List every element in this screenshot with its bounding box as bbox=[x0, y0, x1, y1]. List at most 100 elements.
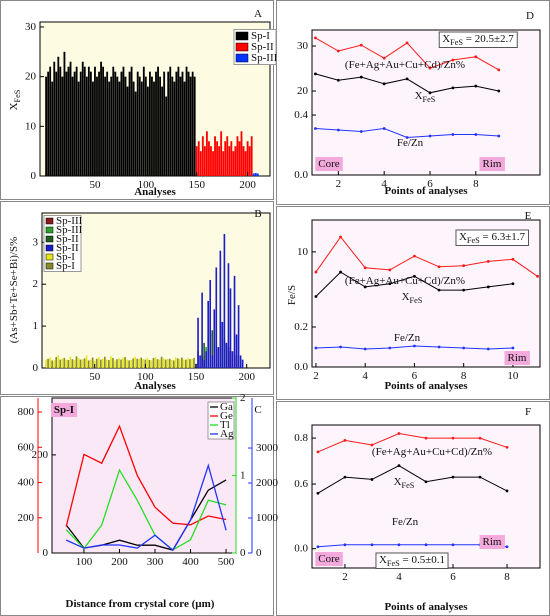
core-label: Core bbox=[318, 158, 340, 170]
bar bbox=[158, 359, 161, 368]
point bbox=[343, 475, 347, 479]
bar bbox=[166, 358, 169, 368]
series-line bbox=[315, 236, 538, 277]
y-tick-label: 0 bbox=[256, 547, 262, 559]
rim-label: Rim bbox=[508, 352, 527, 364]
bar bbox=[79, 71, 82, 176]
x-tick-label: 10 bbox=[507, 370, 519, 382]
panel-letter: A bbox=[254, 8, 262, 20]
x-tick-label: 8 bbox=[461, 370, 467, 382]
bar bbox=[185, 66, 188, 176]
point bbox=[382, 82, 386, 86]
point bbox=[474, 133, 478, 136]
bar bbox=[211, 330, 214, 368]
point bbox=[359, 130, 363, 133]
bar bbox=[130, 66, 133, 176]
point bbox=[505, 489, 509, 493]
bar bbox=[152, 357, 155, 368]
x-tick-label: 100 bbox=[76, 556, 93, 568]
x-tick-label: 6 bbox=[450, 571, 456, 583]
stat-label-part: FeS bbox=[467, 236, 480, 245]
point bbox=[343, 438, 347, 442]
plot-area bbox=[311, 29, 541, 176]
point bbox=[424, 543, 428, 547]
bar bbox=[224, 141, 227, 176]
x-axis-label: Points of analyses bbox=[384, 185, 468, 197]
panel-letter: D bbox=[526, 10, 534, 22]
rim-label: Rim bbox=[483, 536, 502, 548]
bar bbox=[91, 357, 94, 368]
series-label-part: Fe/Zn bbox=[392, 516, 419, 528]
bar bbox=[128, 71, 131, 176]
stat-label-part: FeS bbox=[450, 38, 463, 47]
point bbox=[451, 543, 455, 547]
point bbox=[397, 432, 401, 435]
point bbox=[486, 285, 490, 289]
x-tick-label: 6 bbox=[427, 178, 433, 190]
bar bbox=[210, 146, 212, 176]
point bbox=[424, 480, 428, 484]
series-label-part: (Fe+Ag+Au+Cu+Cd)/Zn% bbox=[345, 59, 465, 71]
legend-label: Ge bbox=[220, 410, 233, 422]
bar bbox=[138, 76, 141, 176]
series-label: XFeS bbox=[415, 90, 436, 104]
x-tick-label: 50 bbox=[89, 179, 101, 191]
point bbox=[339, 270, 342, 274]
y-tick-label: 10 bbox=[297, 246, 309, 258]
bar bbox=[167, 71, 170, 176]
bar bbox=[116, 76, 119, 176]
y-tick-label: 30 bbox=[25, 21, 37, 33]
series-box-label: Sp-I bbox=[54, 404, 74, 416]
bar bbox=[69, 356, 72, 368]
bar bbox=[233, 275, 236, 368]
bar bbox=[176, 358, 179, 368]
x-tick-label: 50 bbox=[89, 371, 101, 383]
legend-label: Tl bbox=[220, 419, 230, 431]
y-tick-label: 0.8 bbox=[294, 432, 308, 444]
bar bbox=[205, 131, 208, 176]
label-box bbox=[438, 31, 518, 48]
point bbox=[397, 543, 401, 547]
bar bbox=[187, 71, 190, 176]
bar bbox=[51, 360, 53, 368]
y-tick-label: 0 bbox=[31, 170, 37, 182]
bar bbox=[142, 66, 145, 176]
y-tick-label: 800 bbox=[18, 406, 35, 418]
bar bbox=[106, 71, 109, 176]
point bbox=[462, 346, 466, 350]
bar bbox=[104, 356, 106, 368]
bar bbox=[217, 347, 220, 368]
bar bbox=[164, 359, 167, 368]
y-tick-label: 3 bbox=[33, 236, 39, 248]
series-label: XFeS bbox=[402, 291, 423, 305]
bar bbox=[212, 151, 214, 176]
bar bbox=[181, 357, 183, 368]
x-tick-label: 500 bbox=[218, 556, 235, 568]
point bbox=[462, 288, 466, 292]
point bbox=[437, 265, 441, 269]
bar bbox=[215, 267, 218, 368]
stat-label-part: X bbox=[379, 554, 387, 566]
y-tick-label: 200 bbox=[18, 512, 35, 524]
bar bbox=[151, 76, 153, 176]
bar bbox=[79, 359, 82, 368]
x-tick-label: 8 bbox=[504, 571, 510, 583]
bar bbox=[45, 76, 48, 176]
series-label: (Fe+Ag+Au+Cu+Cd)/Zn% bbox=[345, 275, 465, 287]
series-label: (Fe+Ag+Au+Cu+Cd)/Zn% bbox=[345, 59, 465, 71]
bar bbox=[65, 359, 68, 368]
point bbox=[370, 478, 374, 481]
bar bbox=[197, 317, 199, 368]
point bbox=[428, 134, 432, 138]
point bbox=[437, 288, 441, 292]
y-tick-label: 200 bbox=[32, 449, 49, 461]
bar bbox=[120, 359, 122, 368]
bar bbox=[108, 360, 110, 368]
bar bbox=[225, 342, 228, 368]
y-tick-label: 0.0 bbox=[294, 169, 308, 181]
bar bbox=[122, 66, 125, 176]
bar bbox=[254, 173, 257, 176]
bar bbox=[185, 359, 187, 368]
stat-label-part: = 20.5±2.7 bbox=[463, 33, 514, 45]
bar bbox=[134, 356, 137, 368]
